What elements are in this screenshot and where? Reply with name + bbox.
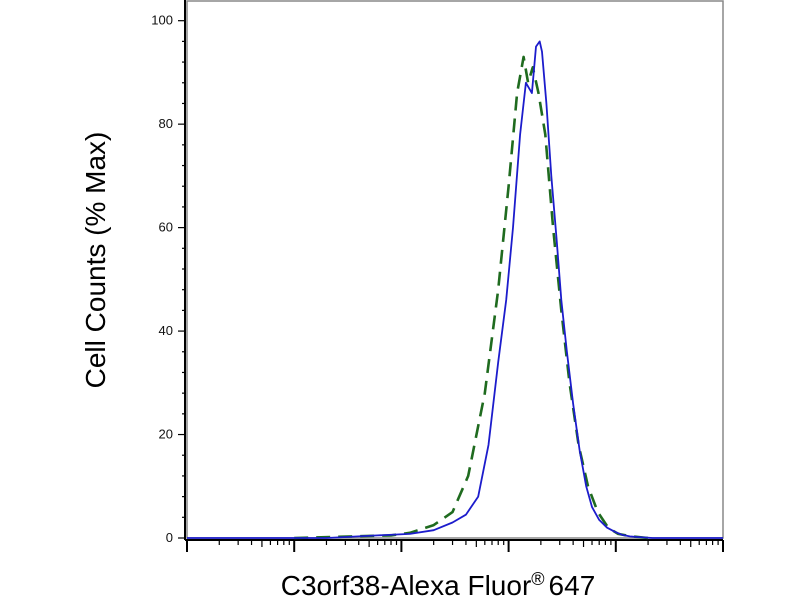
plot-frame-border [186,0,724,539]
x-axis [185,539,724,552]
series-solid-sample-line [187,40,723,539]
y-tick-label: 20 [159,427,173,442]
x-axis-title-suffix: 647 [549,570,596,600]
y-tick-label: 0 [166,530,173,545]
y-axis: 0 20 40 60 80 100 [151,0,186,545]
series-group [187,40,723,540]
y-axis-title: Cell Counts (% Max) [80,132,111,389]
y-tick-label: 80 [159,116,173,131]
plot-frame [186,0,724,539]
x-axis-title-registered-mark: ® [531,569,544,589]
x-axis-title-main: C3orf38-Alexa Fluor [281,570,532,600]
series-dashed-control-line [294,55,649,540]
x-axis-title: C3orf38-Alexa Fluor® 647 [281,569,596,600]
y-tick-label: 100 [151,13,173,28]
y-tick-label: 40 [159,323,173,338]
y-tick-label: 60 [159,220,173,235]
